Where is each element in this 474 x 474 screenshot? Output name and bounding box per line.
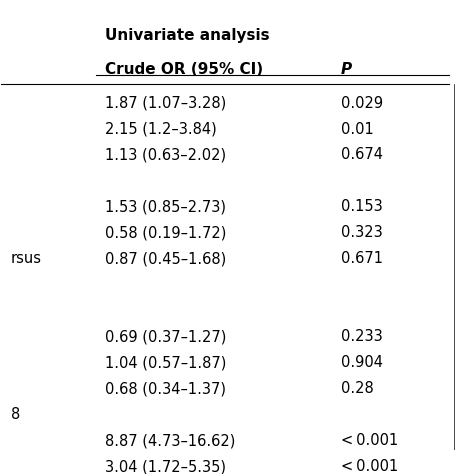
Text: 1.53 (0.85–2.73): 1.53 (0.85–2.73) (105, 200, 226, 215)
Text: < 0.001: < 0.001 (341, 433, 398, 448)
Text: rsus: rsus (11, 252, 42, 266)
Text: 0.323: 0.323 (341, 226, 383, 240)
Text: 0.01: 0.01 (341, 121, 374, 137)
Text: 0.69 (0.37–1.27): 0.69 (0.37–1.27) (105, 329, 227, 345)
Text: 1.13 (0.63–2.02): 1.13 (0.63–2.02) (105, 147, 226, 163)
Text: 0.671: 0.671 (341, 252, 383, 266)
Text: 0.87 (0.45–1.68): 0.87 (0.45–1.68) (105, 252, 226, 266)
Text: 0.68 (0.34–1.37): 0.68 (0.34–1.37) (105, 382, 226, 396)
Text: 8: 8 (11, 408, 20, 422)
Text: 0.674: 0.674 (341, 147, 383, 163)
Text: Univariate analysis: Univariate analysis (105, 28, 270, 43)
Text: 1.87 (1.07–3.28): 1.87 (1.07–3.28) (105, 95, 226, 110)
Text: < 0.001: < 0.001 (341, 459, 398, 474)
Text: 0.029: 0.029 (341, 95, 383, 110)
Text: 0.904: 0.904 (341, 356, 383, 371)
Text: 0.58 (0.19–1.72): 0.58 (0.19–1.72) (105, 226, 227, 240)
Text: 3.04 (1.72–5.35): 3.04 (1.72–5.35) (105, 459, 226, 474)
Text: 1.04 (0.57–1.87): 1.04 (0.57–1.87) (105, 356, 227, 371)
Text: 0.233: 0.233 (341, 329, 383, 345)
Text: 0.28: 0.28 (341, 382, 374, 396)
Text: P: P (341, 62, 352, 77)
Text: 8.87 (4.73–16.62): 8.87 (4.73–16.62) (105, 433, 236, 448)
Text: 0.153: 0.153 (341, 200, 383, 215)
Text: Crude OR (95% CI): Crude OR (95% CI) (105, 62, 263, 77)
Text: 2.15 (1.2–3.84): 2.15 (1.2–3.84) (105, 121, 217, 137)
